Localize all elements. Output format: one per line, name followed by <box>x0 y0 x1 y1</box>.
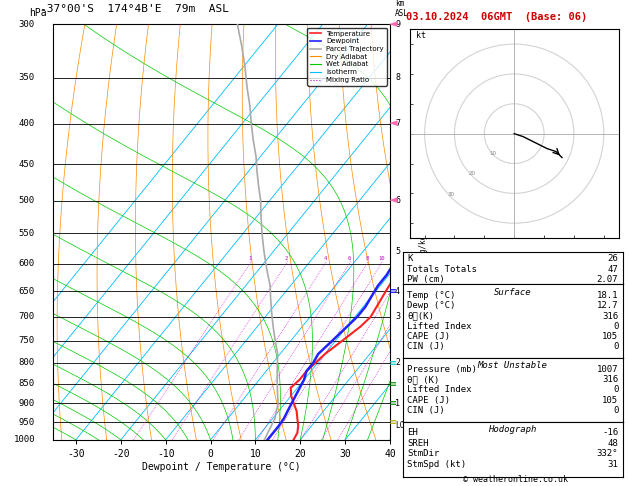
Text: CAPE (J): CAPE (J) <box>407 332 450 341</box>
Text: SREH: SREH <box>407 439 428 448</box>
Text: 2.07: 2.07 <box>597 275 618 284</box>
Text: 2: 2 <box>395 358 400 367</box>
Text: -16: -16 <box>602 428 618 437</box>
Text: 9: 9 <box>395 20 400 29</box>
Text: Most Unstable: Most Unstable <box>477 362 548 370</box>
X-axis label: Dewpoint / Temperature (°C): Dewpoint / Temperature (°C) <box>142 462 301 471</box>
Text: 750: 750 <box>19 336 35 345</box>
Text: 105: 105 <box>602 396 618 405</box>
Text: 18.1: 18.1 <box>597 291 618 300</box>
Text: 850: 850 <box>19 379 35 388</box>
Text: 12.7: 12.7 <box>597 301 618 311</box>
Text: PW (cm): PW (cm) <box>407 275 445 284</box>
Text: Dewp (°C): Dewp (°C) <box>407 301 455 311</box>
Text: ◄: ◄ <box>389 119 398 129</box>
Text: 4: 4 <box>323 257 327 261</box>
Legend: Temperature, Dewpoint, Parcel Trajectory, Dry Adiabat, Wet Adiabat, Isotherm, Mi: Temperature, Dewpoint, Parcel Trajectory… <box>308 28 386 86</box>
Text: CIN (J): CIN (J) <box>407 342 445 351</box>
Text: ≡: ≡ <box>389 379 397 389</box>
Text: CAPE (J): CAPE (J) <box>407 396 450 405</box>
Text: kt: kt <box>416 31 426 40</box>
Text: 332°: 332° <box>597 450 618 458</box>
Text: LCL: LCL <box>395 421 409 430</box>
Text: Surface: Surface <box>494 288 532 296</box>
Text: ≡: ≡ <box>389 399 397 408</box>
Text: 8: 8 <box>395 73 400 82</box>
Text: 2: 2 <box>284 257 288 261</box>
Text: 7: 7 <box>395 119 400 128</box>
Text: 600: 600 <box>19 259 35 268</box>
Text: Totals Totals: Totals Totals <box>407 264 477 274</box>
Text: K: K <box>407 254 413 263</box>
Text: 105: 105 <box>602 332 618 341</box>
Text: 316: 316 <box>602 375 618 384</box>
Text: StmDir: StmDir <box>407 450 439 458</box>
Text: CIN (J): CIN (J) <box>407 406 445 415</box>
Text: StmSpd (kt): StmSpd (kt) <box>407 460 466 469</box>
Text: 30: 30 <box>448 192 455 197</box>
Text: Lifted Index: Lifted Index <box>407 322 472 330</box>
Text: 400: 400 <box>19 119 35 128</box>
Text: 3: 3 <box>395 312 400 321</box>
Text: 0: 0 <box>613 342 618 351</box>
Text: Mixing Ratio (g/kg): Mixing Ratio (g/kg) <box>419 230 428 317</box>
Text: 950: 950 <box>19 417 35 427</box>
Text: 1000: 1000 <box>13 435 35 444</box>
Text: 8: 8 <box>365 257 369 261</box>
Text: 48: 48 <box>608 439 618 448</box>
Text: 0: 0 <box>613 385 618 395</box>
Text: 1: 1 <box>395 399 400 408</box>
Text: Lifted Index: Lifted Index <box>407 385 472 395</box>
Text: hPa: hPa <box>30 8 47 18</box>
Text: © weatheronline.co.uk: © weatheronline.co.uk <box>464 474 568 484</box>
Text: 1: 1 <box>248 257 252 261</box>
Text: 47: 47 <box>608 264 618 274</box>
Text: 5: 5 <box>395 247 400 256</box>
Text: 550: 550 <box>19 229 35 238</box>
Text: 900: 900 <box>19 399 35 408</box>
Text: 10: 10 <box>378 257 384 261</box>
Text: θᴇ (K): θᴇ (K) <box>407 375 439 384</box>
Text: 10: 10 <box>490 151 497 156</box>
Text: 6: 6 <box>348 257 351 261</box>
Text: 500: 500 <box>19 196 35 205</box>
Text: 650: 650 <box>19 287 35 295</box>
Text: Temp (°C): Temp (°C) <box>407 291 455 300</box>
Text: ◄: ◄ <box>389 19 398 29</box>
Text: ≡: ≡ <box>389 286 397 296</box>
Text: 20: 20 <box>469 172 476 176</box>
Text: km
ASL: km ASL <box>395 0 409 18</box>
Text: ≡: ≡ <box>389 358 397 368</box>
Text: 1007: 1007 <box>597 365 618 374</box>
Text: 26: 26 <box>608 254 618 263</box>
Text: 450: 450 <box>19 160 35 169</box>
Text: 03.10.2024  06GMT  (Base: 06): 03.10.2024 06GMT (Base: 06) <box>406 12 587 22</box>
Text: 6: 6 <box>395 196 400 205</box>
Text: 700: 700 <box>19 312 35 321</box>
Text: EH: EH <box>407 428 418 437</box>
Text: 31: 31 <box>608 460 618 469</box>
Text: 800: 800 <box>19 358 35 367</box>
Text: 316: 316 <box>602 312 618 321</box>
Text: ◄: ◄ <box>389 195 398 206</box>
Text: θᴇ(K): θᴇ(K) <box>407 312 434 321</box>
Text: 4: 4 <box>395 287 400 295</box>
Text: Hodograph: Hodograph <box>489 425 537 434</box>
Text: -37°00'S  174°4B'E  79m  ASL: -37°00'S 174°4B'E 79m ASL <box>40 4 229 14</box>
Text: 350: 350 <box>19 73 35 82</box>
Text: Pressure (mb): Pressure (mb) <box>407 365 477 374</box>
Text: 300: 300 <box>19 20 35 29</box>
Text: ≡: ≡ <box>389 417 397 427</box>
Text: 0: 0 <box>613 406 618 415</box>
Text: 0: 0 <box>613 322 618 330</box>
